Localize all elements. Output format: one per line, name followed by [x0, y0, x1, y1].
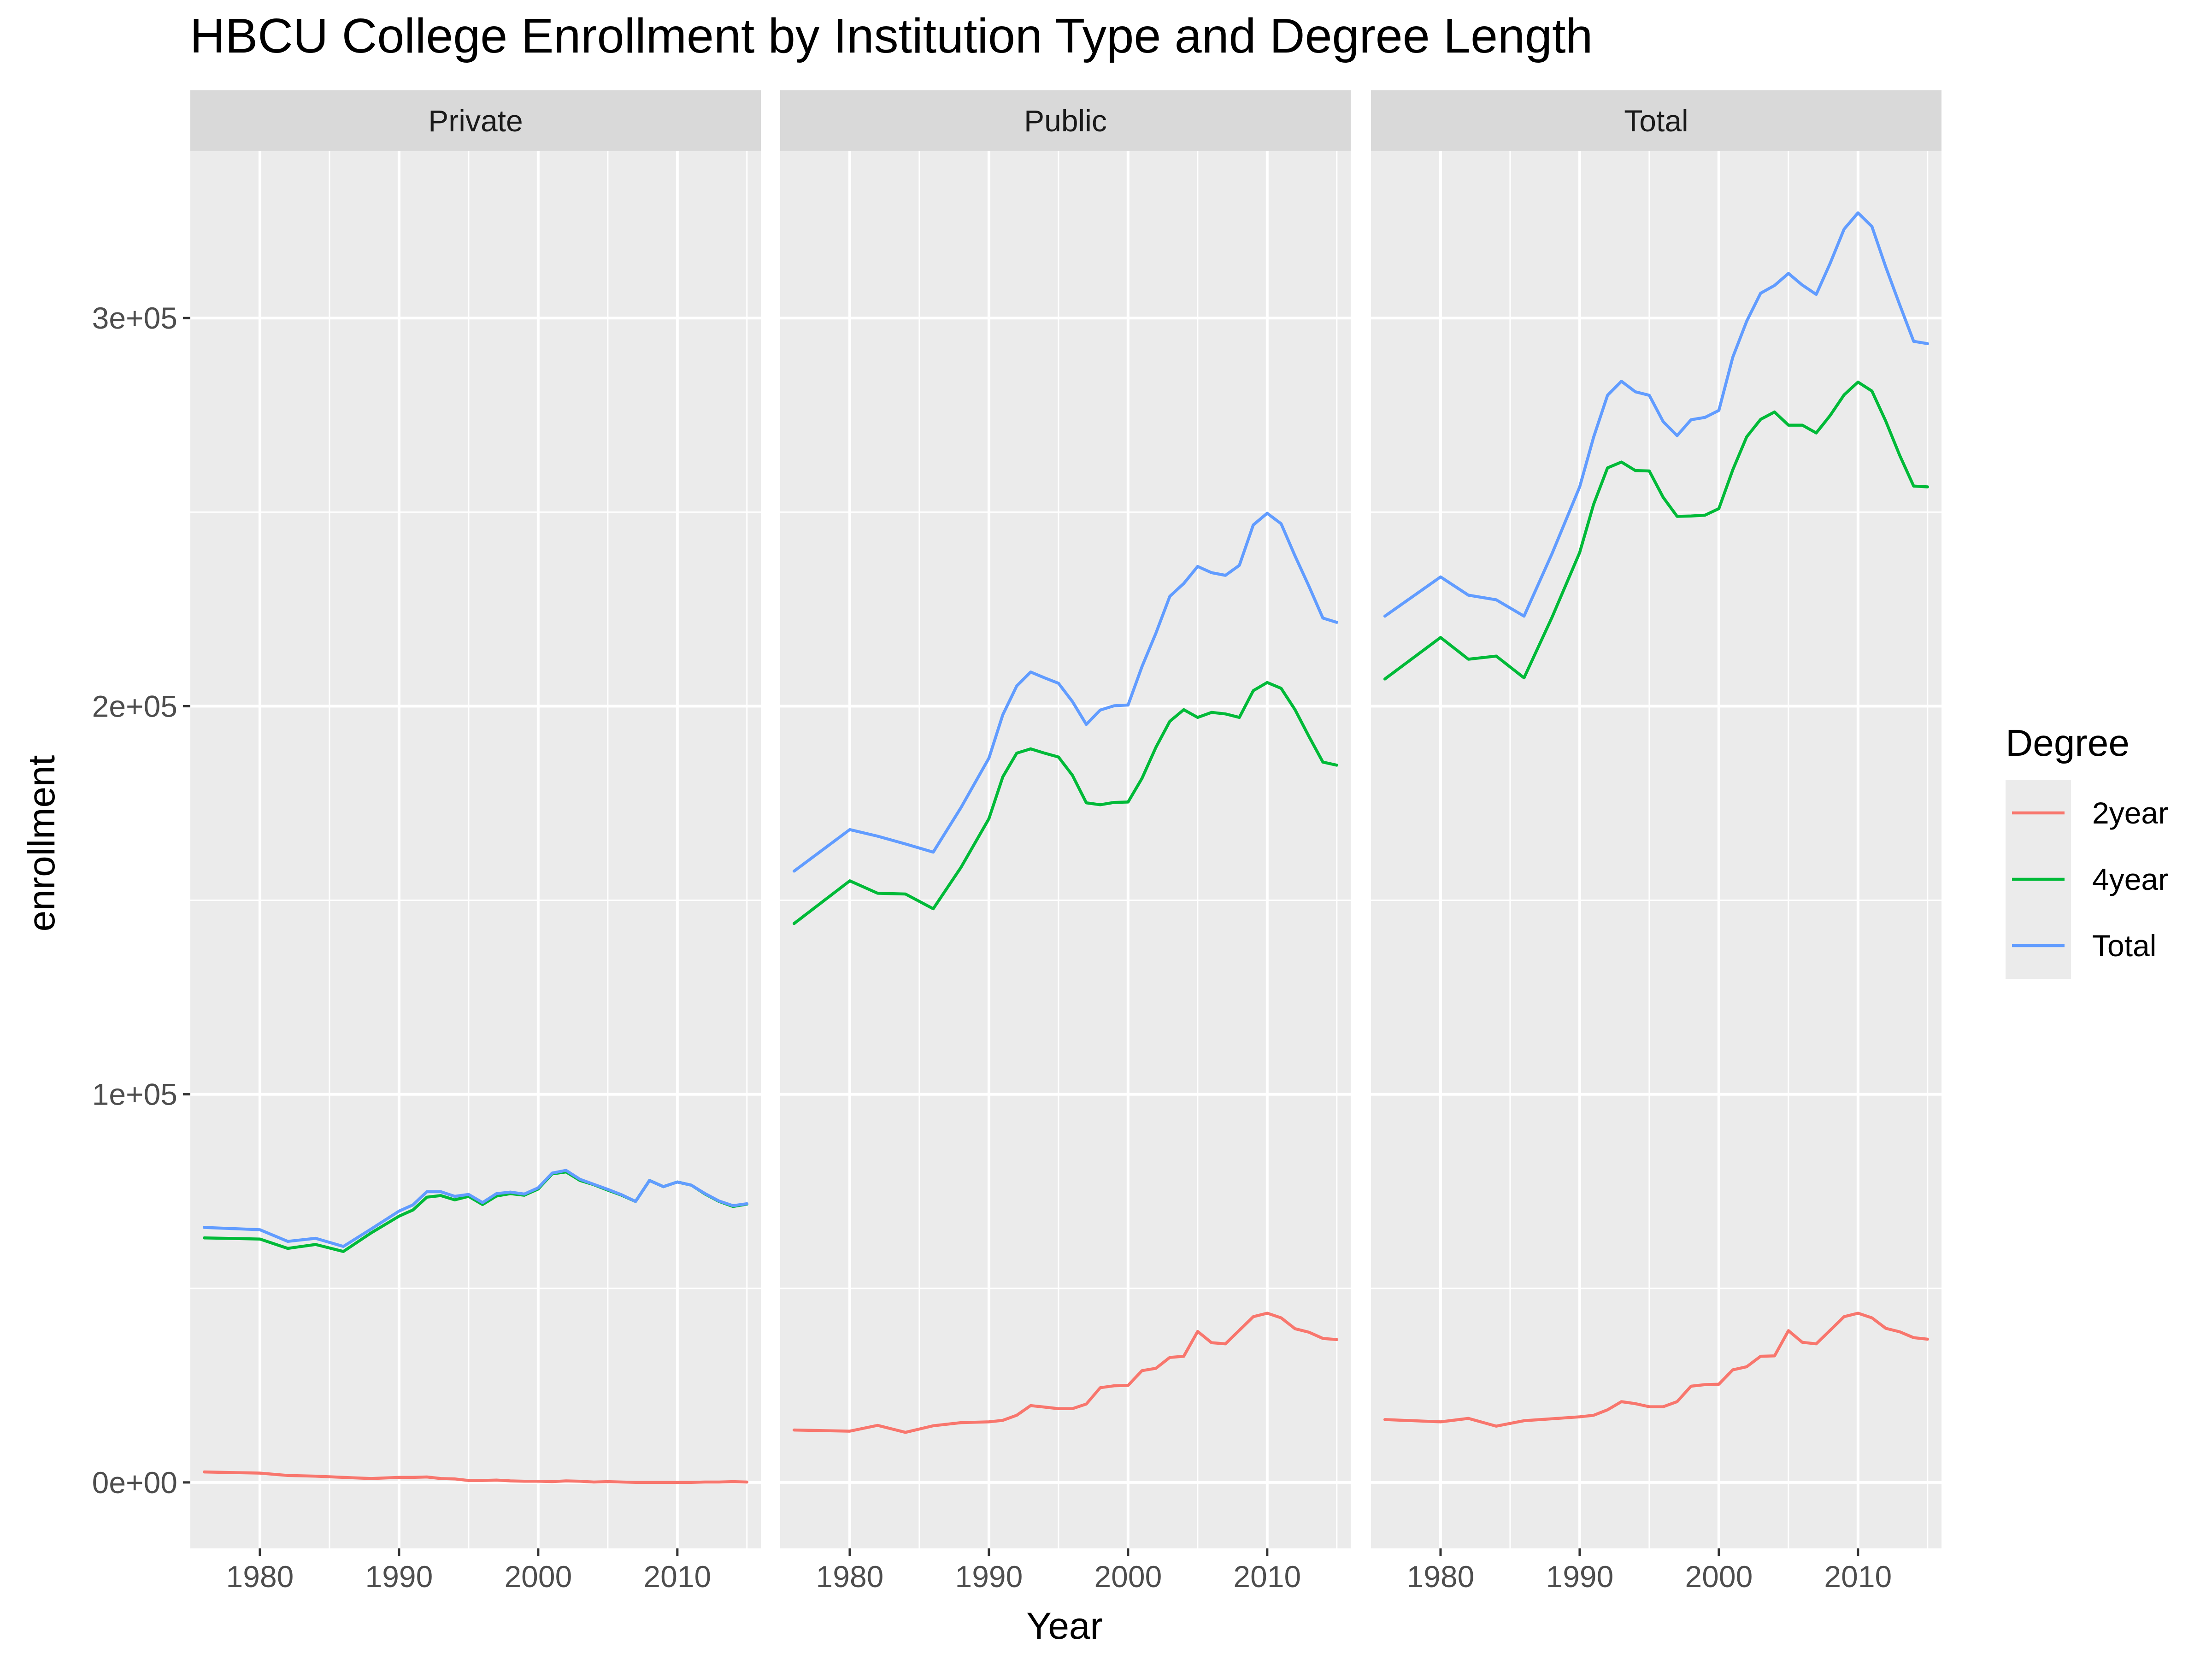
series-line-2year: [792, 1312, 1339, 1434]
x-tick-label: 1980: [816, 1559, 884, 1594]
x-tick-label: 2000: [1685, 1559, 1753, 1594]
facet-strip: [780, 90, 1351, 151]
facet-panels: Private 1980 1990 2000 2010 Public 1980 1990 200…: [190, 90, 1941, 1594]
facet-strip-label: Total: [1624, 104, 1688, 138]
panel-background: [780, 151, 1351, 1548]
x-tick-label: 2010: [1233, 1559, 1301, 1594]
x-tick-label: 1990: [365, 1559, 433, 1594]
panel-background: [1371, 151, 1941, 1548]
x-tick-label: 1980: [226, 1559, 294, 1594]
facet-strip-label: Public: [1024, 104, 1107, 138]
y-tick-label: 3e+05: [92, 301, 177, 335]
series-line-total: [792, 512, 1339, 873]
legend: Degree 2year 4year Total: [2006, 722, 2168, 979]
panel-background: [190, 151, 761, 1548]
facet-panel-private: Private 1980 1990 2000 2010: [190, 90, 761, 1594]
legend-entry-2year: 2year: [2006, 780, 2168, 846]
x-tick-label: 2000: [504, 1559, 572, 1594]
legend-label: Total: [2092, 929, 2156, 963]
legend-label: 4year: [2092, 862, 2168, 896]
series-line-total: [202, 1169, 749, 1248]
y-tick-label: 2e+05: [92, 689, 177, 723]
y-axis-title: enrollment: [21, 755, 63, 931]
facet-strip-label: Private: [428, 104, 523, 138]
y-tick-label: 0e+00: [92, 1465, 177, 1500]
x-tick-label: 2000: [1094, 1559, 1162, 1594]
facet-panel-public: Public 1980 1990 2000 2010: [780, 90, 1351, 1594]
facet-panel-total: Total 1980 1990 2000 2010: [1371, 90, 1941, 1594]
x-tick-label: 1980: [1407, 1559, 1475, 1594]
x-tick-label: 1990: [1546, 1559, 1614, 1594]
x-tick-label: 2010: [643, 1559, 711, 1594]
legend-entries: 2year 4year Total: [2006, 780, 2168, 979]
facet-strip: [1371, 90, 1941, 151]
x-tick-label: 1990: [955, 1559, 1023, 1594]
legend-title: Degree: [2006, 722, 2130, 764]
series-line-total: [1383, 211, 1930, 618]
legend-label: 2year: [2092, 796, 2168, 830]
series-line-2year: [202, 1470, 749, 1484]
legend-entry-total: Total: [2006, 912, 2156, 979]
series-line-2year: [1383, 1312, 1930, 1428]
x-tick-label: 2010: [1824, 1559, 1892, 1594]
series-line-4year: [1383, 380, 1930, 681]
chart-title: HBCU College Enrollment by Institution T…: [190, 9, 1593, 63]
y-tick-label: 1e+05: [92, 1077, 177, 1112]
legend-entry-4year: 4year: [2006, 846, 2168, 912]
facet-strip: [190, 90, 761, 151]
y-axis: 0e+00 1e+05 2e+05 3e+05: [92, 301, 190, 1500]
x-axis-title: Year: [1026, 1605, 1103, 1647]
series-line-4year: [792, 681, 1339, 925]
